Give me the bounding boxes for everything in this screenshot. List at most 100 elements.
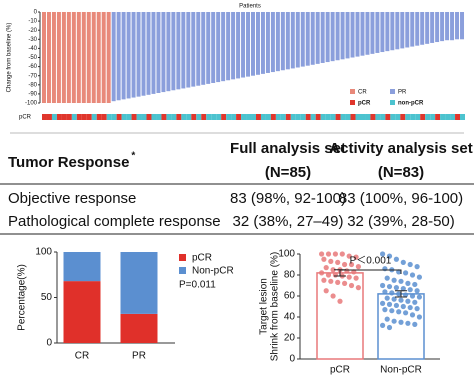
bar: [280, 12, 285, 71]
data-point: [348, 282, 355, 289]
bar-segment: [63, 252, 101, 282]
table-header: (N=85): [265, 164, 311, 181]
strip-cell: [335, 114, 341, 120]
data-point: [353, 254, 359, 260]
bar: [450, 12, 455, 41]
bar: [335, 12, 340, 61]
strip-cell: [176, 114, 182, 120]
data-point: [396, 309, 402, 315]
data-point: [323, 265, 329, 271]
bar: [96, 12, 101, 103]
x-tick-label: PR: [132, 351, 146, 362]
data-point: [330, 267, 336, 273]
data-point: [398, 297, 404, 303]
table-cell: 83 (100%, 96-100): [339, 190, 463, 207]
bar-segment: [120, 252, 158, 314]
legend-swatch: [350, 100, 355, 105]
strip-cell: [141, 114, 147, 120]
legend-label: pCR: [358, 101, 371, 107]
data-point: [412, 299, 418, 305]
bar: [211, 12, 216, 83]
data-point: [332, 251, 338, 257]
strip-cell: [171, 114, 177, 120]
data-point: [414, 288, 420, 294]
data-point: [319, 251, 325, 257]
data-point: [400, 259, 406, 265]
data-point: [391, 318, 397, 324]
data-point: [325, 272, 332, 278]
bar: [425, 12, 430, 44]
data-point: [382, 266, 388, 272]
bar: [445, 12, 450, 41]
bar: [151, 12, 156, 94]
error-bar: [395, 290, 407, 298]
strip-cell: [410, 114, 416, 120]
data-point: [416, 294, 422, 300]
strip-cell: [415, 114, 421, 120]
data-point: [346, 274, 352, 280]
y-tick-label: -10: [28, 19, 37, 25]
strip-cell: [310, 114, 316, 120]
y-tick-label: 60: [284, 291, 296, 302]
data-point: [403, 310, 409, 316]
bar: [121, 12, 126, 100]
bar: [176, 12, 181, 90]
data-point: [409, 272, 416, 278]
data-point: [328, 258, 334, 264]
strip-cell: [136, 114, 142, 120]
data-point: [384, 275, 390, 281]
bar: [410, 12, 415, 47]
data-point: [396, 291, 402, 297]
data-point: [398, 278, 404, 284]
bar: [166, 12, 171, 92]
strip-cell: [61, 114, 67, 120]
table-cell: 32 (38%, 27–49): [233, 213, 344, 230]
bar: [221, 12, 226, 82]
strip-cell: [275, 114, 281, 120]
bar: [320, 12, 325, 63]
data-point: [335, 259, 341, 265]
strip-cell: [236, 114, 242, 120]
table-cell: Objective response: [8, 190, 136, 207]
bar: [141, 12, 146, 96]
data-point: [325, 251, 332, 257]
bar: [246, 12, 251, 77]
data-point: [393, 256, 399, 262]
data-point: [396, 269, 402, 275]
strip-cell: [251, 114, 256, 120]
data-point: [351, 269, 357, 275]
data-point: [384, 295, 390, 301]
legend-label: non-pCR: [398, 101, 424, 107]
bar: [455, 12, 460, 40]
bar: [325, 12, 330, 63]
strip-cell: [226, 114, 232, 120]
bar: [61, 12, 66, 103]
data-point: [405, 280, 411, 286]
strip-cell: [51, 114, 57, 120]
strip-cell: [191, 114, 197, 120]
data-point: [342, 280, 348, 286]
strip-cell: [46, 114, 52, 120]
strip-cell: [385, 114, 391, 120]
data-point: [407, 261, 413, 268]
bar: [360, 12, 365, 56]
table-cell: Pathological complete response: [8, 213, 221, 230]
bar: [42, 12, 46, 103]
x-tick-label: Non-pCR: [380, 365, 422, 376]
y-tick-label: -40: [28, 46, 37, 52]
strip-cell: [116, 114, 122, 120]
bar: [71, 12, 76, 103]
strip-cell: [106, 114, 112, 120]
bar: [106, 12, 111, 103]
bar: [146, 12, 151, 95]
y-axis-label: Percentage(%): [17, 264, 28, 331]
strip-cell: [445, 114, 451, 120]
bar: [66, 12, 71, 103]
bar: [290, 12, 295, 69]
legend-label: CR: [358, 90, 367, 96]
data-point: [393, 285, 399, 291]
y-tick-label: 100: [278, 249, 295, 260]
bar: [186, 12, 191, 88]
strip-cell: [345, 114, 351, 120]
bar: [201, 12, 206, 85]
